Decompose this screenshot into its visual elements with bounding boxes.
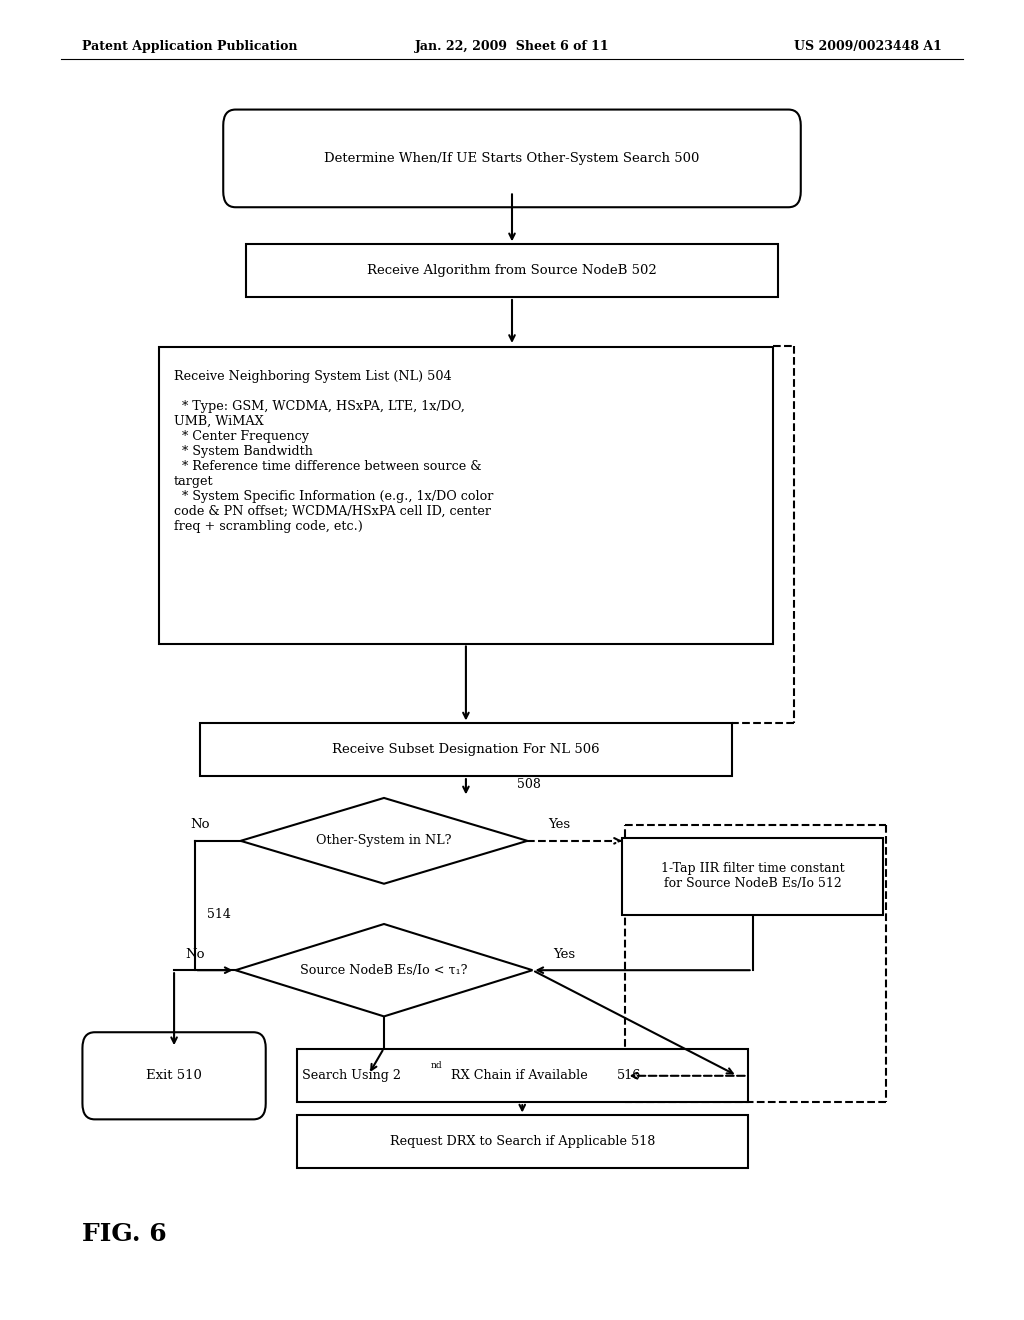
Text: Request DRX to Search if Applicable 518: Request DRX to Search if Applicable 518 xyxy=(389,1135,655,1148)
Text: Patent Application Publication: Patent Application Publication xyxy=(82,40,297,53)
Text: US 2009/0023448 A1: US 2009/0023448 A1 xyxy=(795,40,942,53)
Polygon shape xyxy=(241,797,527,884)
Text: RX Chain if Available: RX Chain if Available xyxy=(447,1069,592,1082)
Text: Source NodeB Es/Io < τ₁?: Source NodeB Es/Io < τ₁? xyxy=(300,964,468,977)
Text: Other-System in NL?: Other-System in NL? xyxy=(316,834,452,847)
Text: 1-Tap IIR filter time constant
for Source NodeB Es/Io 512: 1-Tap IIR filter time constant for Sourc… xyxy=(660,862,845,891)
Text: Yes: Yes xyxy=(553,948,575,961)
Text: Determine When/If UE Starts Other-System Search 500: Determine When/If UE Starts Other-System… xyxy=(325,152,699,165)
Text: FIG. 6: FIG. 6 xyxy=(82,1222,167,1246)
Bar xyxy=(297,1049,748,1102)
Text: nd: nd xyxy=(431,1061,442,1069)
Polygon shape xyxy=(236,924,532,1016)
Text: 516: 516 xyxy=(616,1069,641,1082)
Text: 514: 514 xyxy=(207,908,230,921)
Text: Search Using 2: Search Using 2 xyxy=(302,1069,401,1082)
Bar xyxy=(246,244,778,297)
Text: Jan. 22, 2009  Sheet 6 of 11: Jan. 22, 2009 Sheet 6 of 11 xyxy=(415,40,609,53)
Bar xyxy=(159,347,773,644)
Text: Exit 510: Exit 510 xyxy=(146,1069,202,1082)
Text: Yes: Yes xyxy=(548,818,570,832)
Text: Receive Subset Designation For NL 506: Receive Subset Designation For NL 506 xyxy=(332,743,600,756)
Text: Receive Neighboring System List (NL) 504

  * Type: GSM, WCDMA, HSxPA, LTE, 1x/D: Receive Neighboring System List (NL) 504… xyxy=(174,370,494,533)
FancyBboxPatch shape xyxy=(223,110,801,207)
Text: No: No xyxy=(190,818,210,832)
Text: No: No xyxy=(185,948,205,961)
FancyBboxPatch shape xyxy=(83,1032,266,1119)
Bar xyxy=(200,723,732,776)
Bar xyxy=(297,1115,748,1168)
Text: 508: 508 xyxy=(517,779,541,792)
Bar xyxy=(622,838,883,915)
Text: Receive Algorithm from Source NodeB 502: Receive Algorithm from Source NodeB 502 xyxy=(368,264,656,277)
